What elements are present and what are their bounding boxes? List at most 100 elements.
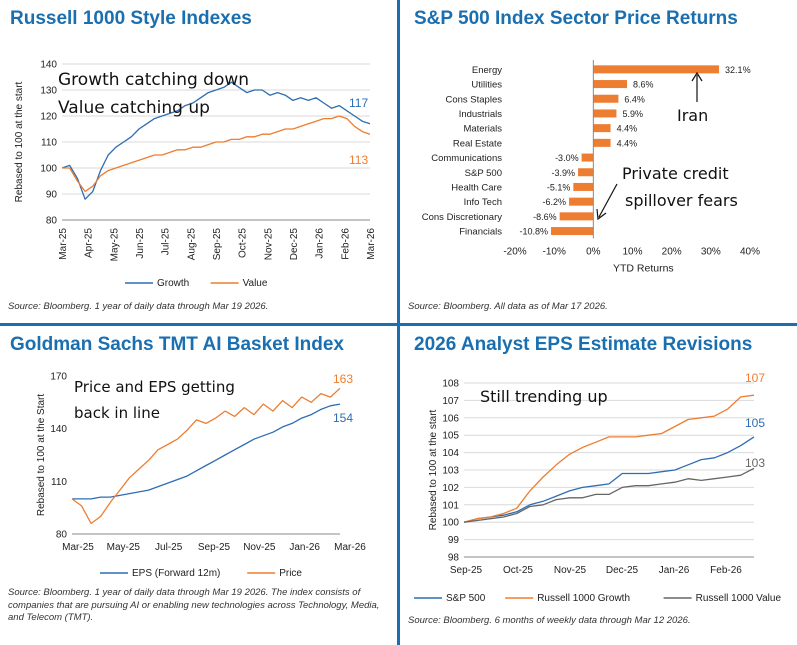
x-tick-label: Mar-26: [366, 228, 377, 260]
series-line-russell-1000-value: [463, 467, 755, 523]
category-label: Health Care: [451, 182, 502, 193]
value-label: 4.4%: [617, 124, 638, 134]
y-tick-label: 105: [442, 431, 459, 442]
panel-title: S&P 500 Index Sector Price Returns: [414, 8, 738, 29]
category-label: Cons Staples: [445, 94, 502, 105]
series-line-price: [71, 387, 341, 525]
x-tick-label: Oct-25: [503, 565, 533, 576]
bar: [593, 94, 619, 103]
x-tick-label: -10%: [542, 246, 565, 257]
bar: [593, 124, 611, 133]
value-label: 6.4%: [624, 94, 645, 104]
series-line-growth: [61, 81, 371, 200]
x-tick-label: 20%: [662, 246, 682, 257]
x-tick-label: Dec-25: [289, 228, 300, 261]
value-label: 5.9%: [622, 109, 643, 119]
source-note: Source: Bloomberg. 1 year of daily data …: [8, 301, 269, 312]
y-tick-label: 90: [46, 190, 58, 201]
y-tick-label: 140: [50, 424, 67, 435]
category-label: Energy: [472, 65, 502, 76]
x-tick-label: Mar-26: [334, 542, 366, 553]
y-tick-label: 120: [40, 112, 57, 123]
panel-title: 2026 Analyst EPS Estimate Revisions: [414, 334, 753, 355]
value-label: 32.1%: [725, 65, 751, 75]
y-tick-label: 103: [442, 466, 459, 477]
source-note: Source: Bloomberg. 6 months of weekly da…: [408, 615, 691, 626]
y-tick-label: 104: [442, 448, 459, 459]
end-value-label: 154: [333, 411, 353, 425]
bar: [569, 197, 594, 206]
value-label: -3.0%: [555, 153, 579, 163]
end-value-label: 103: [745, 456, 765, 470]
x-tick-label: Aug-25: [186, 228, 197, 261]
annotation-text: Price and EPS getting: [74, 378, 235, 396]
category-label: Communications: [431, 153, 502, 164]
x-tick-label: -20%: [503, 246, 526, 257]
legend-label: Growth: [157, 278, 189, 289]
series-line-s-p-500: [463, 436, 755, 523]
x-axis-label: YTD Returns: [613, 262, 674, 274]
series-line-russell-1000-growth: [463, 394, 755, 523]
annotation-arrowhead: [596, 208, 607, 221]
panel-title: Russell 1000 Style Indexes: [10, 8, 252, 29]
x-tick-label: Mar-25: [62, 542, 94, 553]
x-tick-label: Nov-25: [554, 565, 587, 576]
category-label: Utilities: [471, 80, 502, 91]
x-tick-label: Jan-26: [659, 565, 690, 576]
x-tick-label: Mar-25: [58, 228, 69, 260]
bar: [593, 138, 611, 147]
y-tick-label: 130: [40, 86, 57, 97]
x-tick-label: Oct-25: [238, 228, 249, 258]
bar: [593, 109, 617, 118]
x-tick-label: Jan-26: [289, 542, 320, 553]
end-value-label: 113: [349, 153, 368, 167]
y-axis-label: Rebased to 100 at the start: [428, 409, 439, 530]
annotation-text: Value catching up: [58, 98, 210, 118]
category-label: Real Estate: [453, 138, 502, 149]
panel-sector-returns: S&P 500 Index Sector Price Returns Energ…: [400, 0, 797, 323]
tmt-chart: 80 110 140 170 Mar-25 May-25 Jul-25 Sep-25 Nov-2…: [36, 372, 366, 580]
x-tick-label: Jul-25: [155, 542, 183, 553]
legend-label: Value: [243, 278, 268, 289]
y-tick-label: 80: [46, 216, 58, 227]
x-tick-label: Jun-25: [135, 228, 146, 259]
value-label: 8.6%: [633, 80, 654, 90]
bar: [551, 227, 594, 236]
value-label: -5.1%: [547, 182, 571, 192]
bar: [573, 182, 594, 191]
legend-label: EPS (Forward 12m): [132, 568, 220, 579]
annotation-text: Growth catching down: [58, 70, 249, 90]
y-axis-label: Rebased to 100 at the start: [14, 81, 25, 202]
x-tick-label: Feb-26: [710, 565, 742, 576]
legend-label: Price: [279, 568, 302, 579]
y-tick-label: 107: [442, 396, 459, 407]
panel-tmt-ai: Goldman Sachs TMT AI Basket Index 80 110 1…: [0, 326, 397, 645]
x-tick-label: May-25: [109, 228, 120, 262]
annotation-arrowhead: [691, 71, 703, 82]
y-tick-label: 80: [56, 530, 68, 541]
value-label: -6.2%: [543, 197, 567, 207]
annotation-arrow: [598, 183, 618, 218]
end-value-label: 105: [745, 416, 765, 430]
x-tick-label: Jul-25: [161, 228, 172, 256]
y-tick-label: 170: [50, 372, 67, 383]
y-tick-label: 110: [51, 477, 67, 488]
y-tick-label: 100: [40, 164, 57, 175]
bar: [578, 168, 594, 177]
value-label: -3.9%: [552, 168, 576, 178]
category-label: Info Tech: [464, 197, 502, 208]
source-note: Source: Bloomberg. All data as of Mar 17…: [408, 301, 608, 312]
annotation-text: spillover fears: [625, 191, 738, 210]
x-tick-label: 30%: [701, 246, 721, 257]
value-label: -10.8%: [520, 227, 549, 237]
category-label: Financials: [459, 227, 502, 238]
x-tick-label: May-25: [107, 542, 141, 553]
y-tick-label: 101: [442, 500, 459, 511]
x-tick-label: Sep-25: [198, 542, 231, 553]
russell-chart: 80 90 100 110 120 130 140 Mar-25 Apr-25 May-25 Jun…: [14, 60, 377, 290]
panel-russell-style: Russell 1000 Style Indexes 80 90 100 110 120…: [0, 0, 397, 323]
y-tick-label: 140: [40, 60, 57, 71]
source-note: Source: Bloomberg. 1 year of daily data …: [8, 587, 380, 623]
panel-eps-revisions: 2026 Analyst EPS Estimate Revisions 98 99…: [400, 326, 797, 645]
category-label: Industrials: [459, 109, 503, 120]
